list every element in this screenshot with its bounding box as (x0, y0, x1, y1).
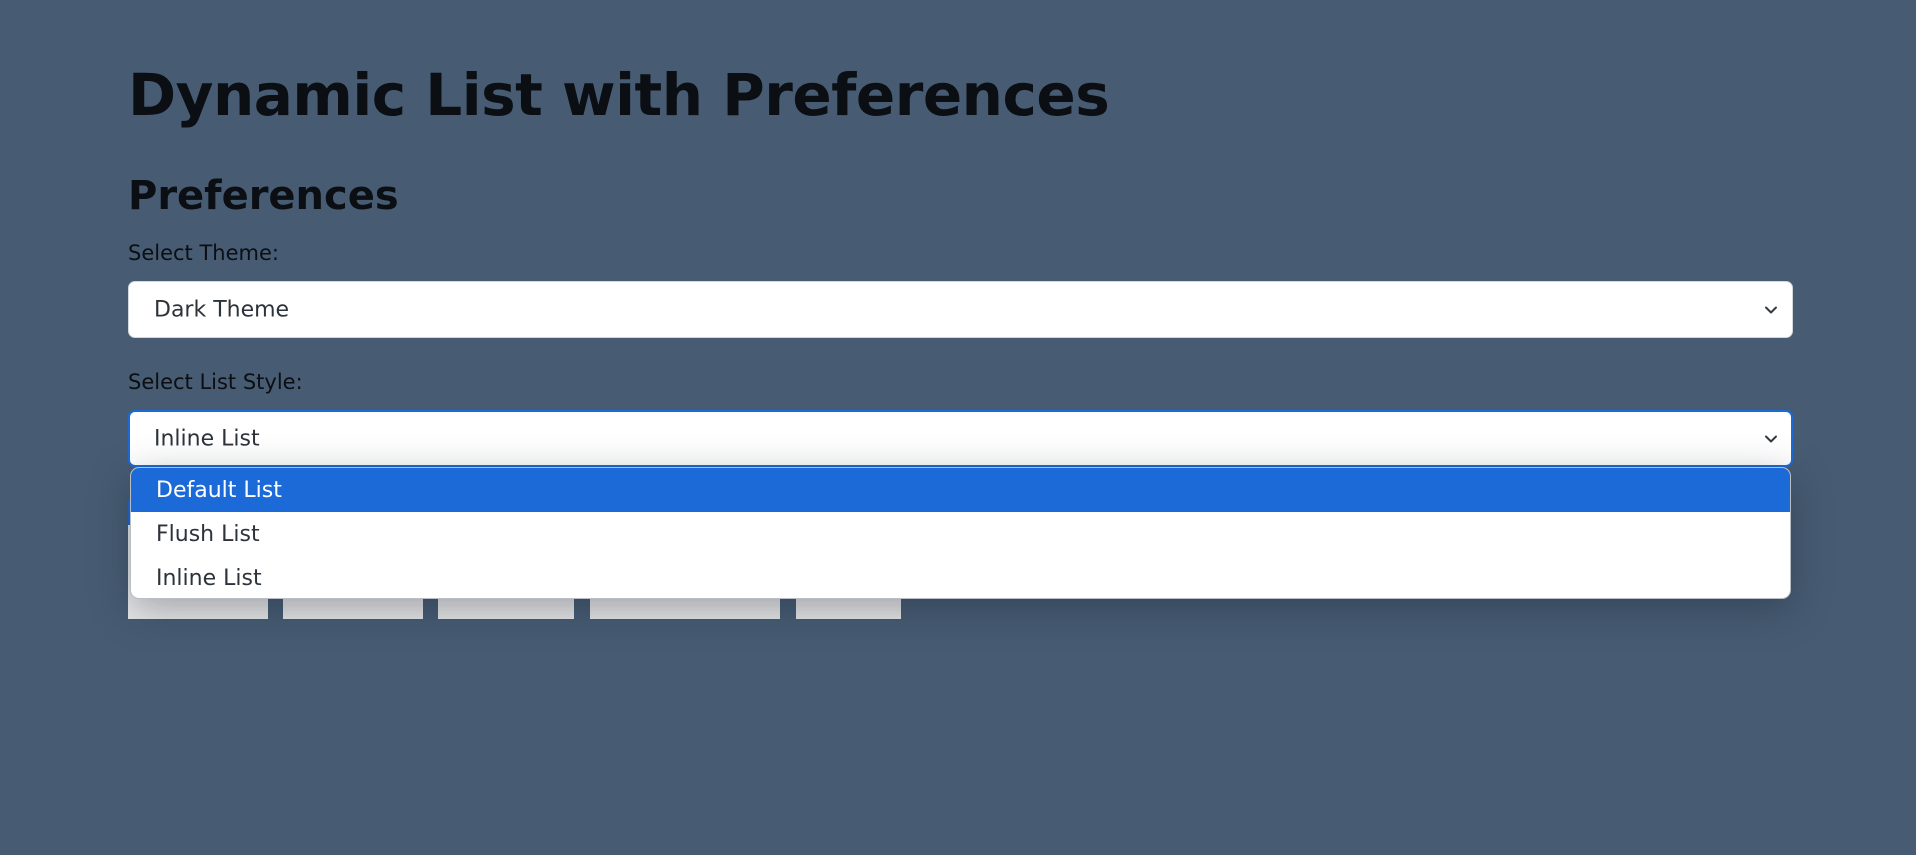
page-title: Dynamic List with Preferences (128, 61, 1110, 129)
theme-select[interactable]: Dark Theme (128, 281, 1793, 338)
chevron-down-icon (1764, 432, 1778, 446)
list-style-select-value: Inline List (154, 426, 260, 451)
list-style-dropdown-menu: Default List Flush List Inline List (130, 467, 1791, 599)
chevron-down-icon (1764, 303, 1778, 317)
list-style-label: Select List Style: (128, 370, 303, 394)
preferences-heading: Preferences (128, 173, 399, 219)
dropdown-option-default-list[interactable]: Default List (131, 468, 1790, 512)
dropdown-option-flush-list[interactable]: Flush List (156, 521, 260, 547)
list-style-select[interactable]: Inline List (128, 410, 1793, 467)
theme-select-value: Dark Theme (154, 297, 290, 322)
dropdown-option-inline-list[interactable]: Inline List (156, 565, 262, 591)
list-accent-bar (128, 500, 131, 548)
theme-label: Select Theme: (128, 241, 279, 265)
